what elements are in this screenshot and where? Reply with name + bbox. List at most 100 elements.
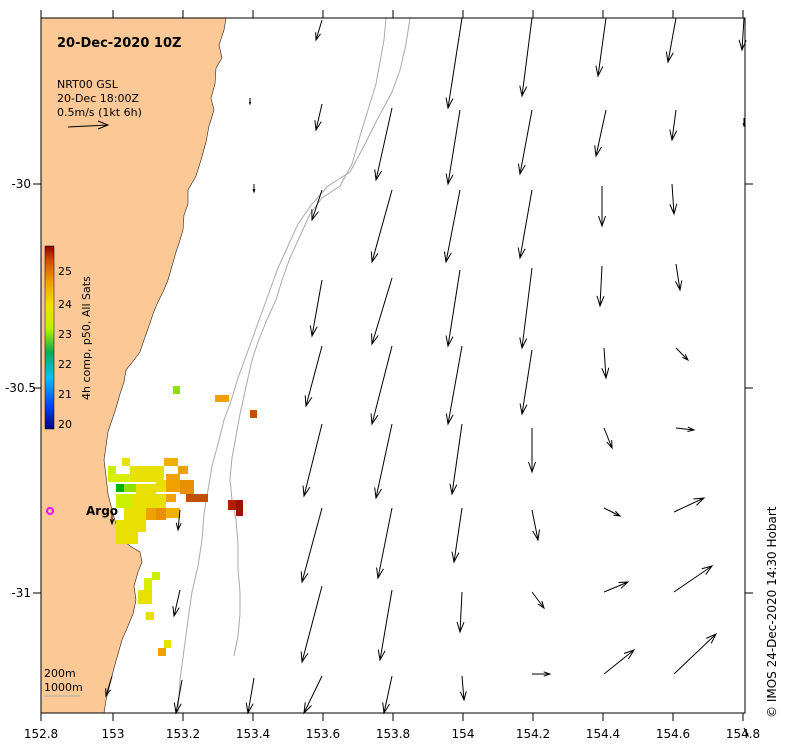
current-vector bbox=[598, 186, 606, 228]
current-vector bbox=[248, 98, 252, 106]
current-vector bbox=[669, 109, 678, 142]
current-vector bbox=[459, 675, 467, 702]
current-vector bbox=[311, 189, 323, 222]
y-tick-label: -31 bbox=[11, 586, 31, 600]
current-vector bbox=[309, 279, 323, 338]
current-vector bbox=[374, 423, 393, 500]
current-vector bbox=[304, 345, 323, 408]
current-vector bbox=[519, 349, 533, 416]
current-vector bbox=[673, 632, 718, 675]
legend-arrow bbox=[67, 124, 109, 128]
contour-legend: 200m 1000m bbox=[44, 667, 83, 697]
x-tick-label: 154.6 bbox=[656, 727, 690, 741]
current-vector bbox=[445, 345, 463, 426]
colorbar-tick: 21 bbox=[58, 388, 72, 401]
current-vector bbox=[445, 269, 461, 348]
current-vector bbox=[374, 107, 393, 182]
current-vector bbox=[603, 427, 613, 450]
current-vector bbox=[594, 109, 607, 158]
current-vector bbox=[532, 671, 552, 677]
current-vector bbox=[314, 103, 323, 132]
current-vector bbox=[675, 347, 690, 362]
current-vector bbox=[596, 265, 605, 308]
x-tick-label: 153.4 bbox=[236, 727, 270, 741]
current-vector bbox=[370, 189, 393, 264]
current-vector bbox=[603, 581, 630, 593]
current-vector bbox=[252, 184, 256, 194]
current-vector bbox=[172, 589, 181, 618]
current-vector bbox=[449, 423, 463, 496]
contour-1000m-label: 1000m bbox=[44, 681, 83, 694]
land-mass bbox=[40, 17, 227, 714]
current-vector bbox=[443, 189, 461, 264]
colorbar-title: 4h comp, p50, All Sats bbox=[80, 276, 93, 400]
current-vector bbox=[371, 277, 393, 346]
colorbar-tick: 22 bbox=[58, 358, 72, 371]
current-vector bbox=[300, 507, 323, 584]
current-vector bbox=[302, 423, 323, 498]
current-vector bbox=[673, 497, 706, 513]
x-tick-label: 154.8 bbox=[726, 727, 760, 741]
current-vector bbox=[456, 591, 465, 634]
current-vector bbox=[673, 565, 714, 593]
vector-legend: NRT00 GSL 20-Dec 18:00Z 0.5m/s (1kt 6h) bbox=[57, 78, 142, 130]
x-tick-label: 153.8 bbox=[376, 727, 410, 741]
current-vector bbox=[531, 509, 540, 542]
current-vector bbox=[445, 17, 463, 110]
current-vector bbox=[370, 345, 393, 426]
current-vector bbox=[105, 675, 113, 698]
x-tick-label: 152.8 bbox=[24, 727, 58, 741]
current-vector bbox=[519, 17, 533, 98]
x-tick-label: 154.2 bbox=[516, 727, 550, 741]
current-vector bbox=[451, 507, 463, 564]
current-vector bbox=[175, 509, 182, 532]
legend-time: 20-Dec 18:00Z bbox=[57, 92, 139, 105]
argo-label: Argo bbox=[86, 504, 118, 518]
current-vector bbox=[669, 183, 678, 216]
current-vectors bbox=[105, 17, 749, 738]
current-vector bbox=[315, 19, 323, 42]
x-tick-label: 153.6 bbox=[306, 727, 340, 741]
current-vector bbox=[603, 507, 622, 517]
current-vector bbox=[377, 589, 393, 662]
current-vector bbox=[109, 510, 115, 526]
colorbar-tick: 23 bbox=[58, 328, 72, 341]
current-vector bbox=[665, 17, 677, 64]
x-tick-label: 154 bbox=[452, 727, 475, 741]
current-vector bbox=[595, 17, 607, 78]
credit-text: © IMOS 24-Dec-2020 14:30 Hobart bbox=[765, 506, 779, 718]
current-vector bbox=[531, 591, 545, 610]
sst-colorbar: 25 24 23 22 21 20 4h comp, p50, All Sats bbox=[44, 245, 93, 431]
current-vector bbox=[445, 109, 461, 186]
current-vector bbox=[601, 347, 610, 380]
contour-200m bbox=[229, 17, 387, 657]
current-vector bbox=[528, 428, 536, 474]
y-tick-label: -30.5 bbox=[5, 381, 36, 395]
current-vector bbox=[674, 263, 683, 292]
sst-pixels bbox=[108, 386, 257, 656]
current-vector bbox=[517, 109, 533, 176]
x-axis-labels: 152.8 153 153.2 153.4 153.6 153.8 154 15… bbox=[24, 727, 760, 741]
y-axis-labels: -30 -30.5 -31 bbox=[5, 177, 36, 600]
colorbar-tick: 20 bbox=[58, 418, 72, 431]
axis-ticks bbox=[33, 10, 753, 721]
argo-float-marker bbox=[46, 507, 54, 515]
colorbar-gradient bbox=[44, 245, 55, 430]
x-tick-label: 154.4 bbox=[586, 727, 620, 741]
contour-200m-label: 200m bbox=[44, 667, 76, 680]
colorbar-tick: 25 bbox=[58, 265, 72, 278]
current-vector bbox=[743, 727, 749, 738]
x-tick-label: 153 bbox=[102, 727, 125, 741]
y-tick-label: -30 bbox=[11, 177, 31, 191]
current-vector bbox=[517, 189, 533, 260]
current-vector bbox=[603, 649, 636, 675]
map-title: 20-Dec-2020 10Z bbox=[57, 36, 181, 51]
x-tick-label: 153.2 bbox=[166, 727, 200, 741]
legend-scale: 0.5m/s (1kt 6h) bbox=[57, 106, 142, 119]
colorbar-tick: 24 bbox=[58, 298, 72, 311]
current-vector bbox=[675, 426, 696, 432]
current-vector bbox=[376, 507, 393, 580]
legend-product: NRT00 GSL bbox=[57, 78, 119, 91]
contour-1000m bbox=[177, 17, 411, 714]
